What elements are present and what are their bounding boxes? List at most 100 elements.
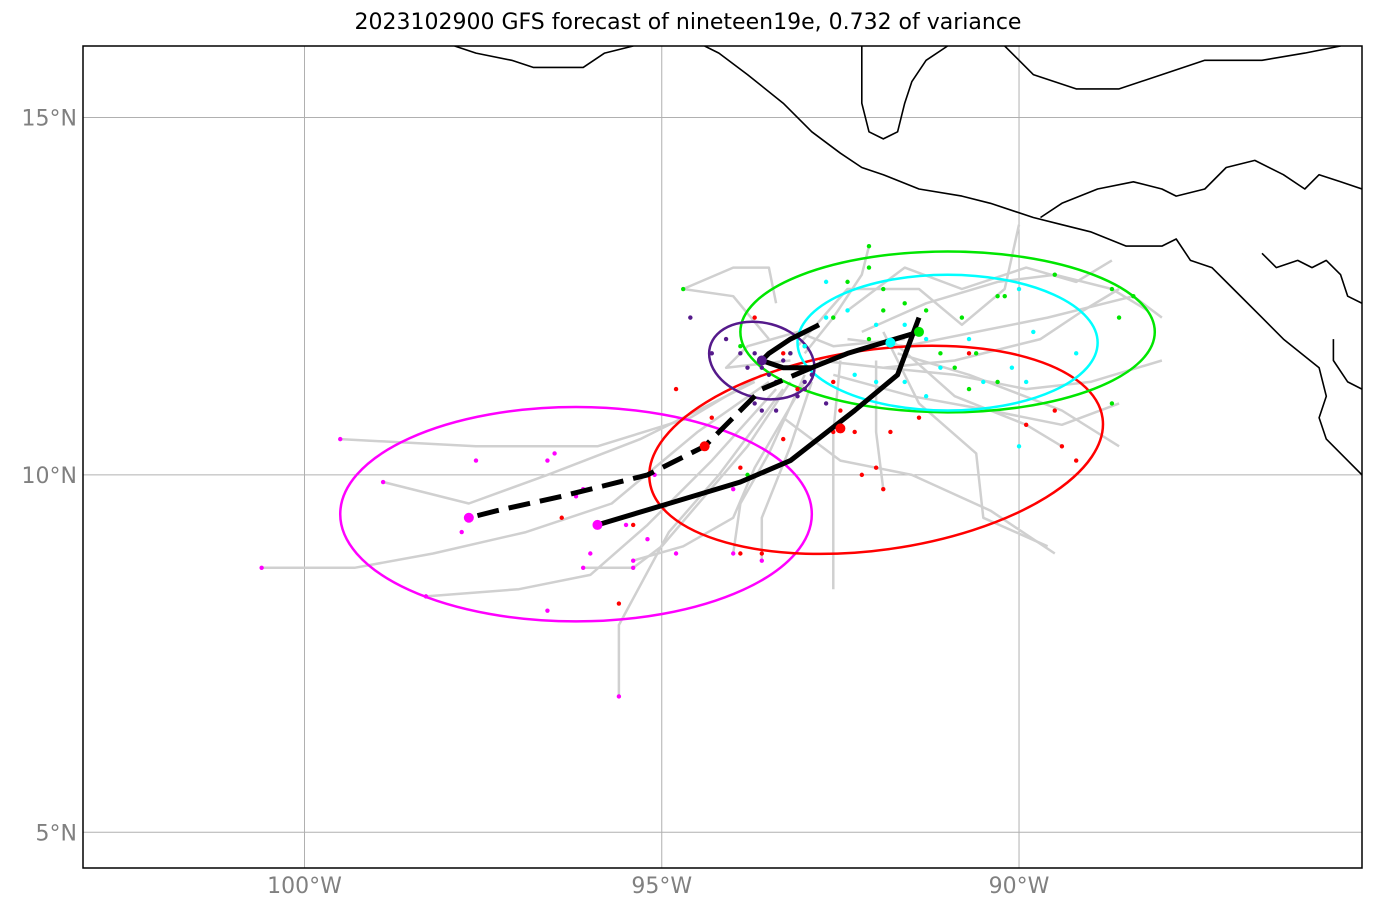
- ensemble-tracks: [261, 224, 1163, 697]
- member-point: [1002, 293, 1007, 299]
- member-point: [823, 401, 829, 406]
- member-point: [802, 379, 807, 385]
- member-point: [616, 601, 622, 606]
- member-point: [923, 336, 929, 342]
- member-point: [580, 565, 586, 570]
- cluster-centroid: [756, 355, 767, 366]
- cluster-centroid: [699, 441, 710, 452]
- member-point: [745, 365, 750, 370]
- member-point: [759, 551, 764, 556]
- member-point: [831, 315, 836, 320]
- ensemble-track: [583, 381, 792, 570]
- ensemble-track: [803, 245, 871, 355]
- member-point: [1023, 422, 1029, 428]
- member-point: [738, 351, 743, 356]
- member-point: [809, 372, 815, 377]
- member-point: [923, 308, 929, 313]
- coastlines: [454, 46, 1362, 476]
- cluster-centroid: [592, 519, 603, 530]
- member-point: [781, 358, 786, 363]
- ensemble-track: [782, 416, 1056, 555]
- member-point: [881, 486, 886, 492]
- member-point: [873, 379, 879, 385]
- member-point: [759, 558, 764, 563]
- member-point: [795, 394, 800, 399]
- member-point: [995, 379, 1000, 385]
- member-point: [380, 479, 386, 485]
- ensemble-track: [796, 224, 1021, 348]
- mean-track: [468, 365, 813, 521]
- member-point: [866, 265, 872, 270]
- member-point: [859, 472, 865, 478]
- member-point: [802, 344, 807, 349]
- member-point: [823, 279, 829, 285]
- member-point: [630, 522, 636, 528]
- member-point: [845, 308, 850, 313]
- member-point: [630, 558, 636, 563]
- member-point: [881, 308, 886, 313]
- member-point: [838, 408, 843, 413]
- member-point: [545, 458, 550, 463]
- map-background: [83, 46, 1362, 868]
- member-point: [888, 429, 893, 435]
- axis-tick-labels: 100°W 95°W 90°W 15°N 10°N 5°N: [22, 106, 1050, 899]
- member-point: [731, 486, 736, 492]
- member-point: [259, 565, 264, 570]
- coastline: [1040, 159, 1362, 219]
- member-point: [831, 379, 836, 385]
- member-point: [1109, 401, 1115, 406]
- member-point: [795, 386, 800, 392]
- member-point: [981, 379, 986, 385]
- member-point: [459, 529, 464, 535]
- ensemble-track: [883, 287, 1120, 369]
- chart-title: 2023102900 GFS forecast of nineteen19e, …: [354, 10, 1022, 35]
- cluster-centroid: [835, 423, 846, 434]
- coastline: [1004, 46, 1341, 90]
- cluster-ellipse: [739, 250, 1157, 414]
- member-point: [552, 451, 557, 456]
- member-positions: [259, 243, 1136, 699]
- coastline: [454, 46, 634, 69]
- cluster-ellipse: [796, 273, 1099, 412]
- coastline: [704, 46, 1362, 476]
- member-point: [559, 515, 564, 520]
- member-point: [938, 351, 943, 356]
- ensemble-track: [724, 330, 905, 369]
- member-point: [473, 458, 479, 463]
- graticule: [83, 46, 1362, 868]
- member-point: [966, 351, 972, 356]
- member-point: [873, 465, 879, 470]
- member-point: [623, 522, 629, 528]
- member-point: [731, 551, 736, 556]
- member-point: [802, 386, 807, 392]
- cluster-centroids: [463, 326, 924, 530]
- member-point: [681, 286, 686, 292]
- member-point: [738, 551, 743, 556]
- member-point: [938, 365, 943, 370]
- ensemble-track: [832, 360, 842, 590]
- member-point: [966, 336, 972, 342]
- member-point: [723, 336, 729, 342]
- member-point: [752, 401, 757, 406]
- member-point: [738, 344, 743, 349]
- member-point: [1016, 444, 1022, 449]
- ensemble-track: [632, 381, 806, 562]
- member-point: [1031, 329, 1036, 335]
- member-point: [873, 322, 879, 327]
- ensemble-track: [425, 388, 778, 598]
- member-point: [781, 436, 786, 442]
- ensemble-track: [760, 381, 813, 561]
- member-point: [916, 415, 922, 420]
- member-point: [902, 301, 907, 306]
- member-point: [1052, 408, 1057, 413]
- member-point: [852, 429, 857, 435]
- member-point: [952, 365, 957, 370]
- ensemble-track: [340, 373, 763, 448]
- member-point: [773, 408, 779, 413]
- ensemble-track: [617, 388, 785, 697]
- member-point: [902, 379, 907, 385]
- lat-tick-label: 10°N: [22, 464, 77, 489]
- ensemble-track: [818, 359, 1163, 391]
- member-point: [866, 243, 872, 249]
